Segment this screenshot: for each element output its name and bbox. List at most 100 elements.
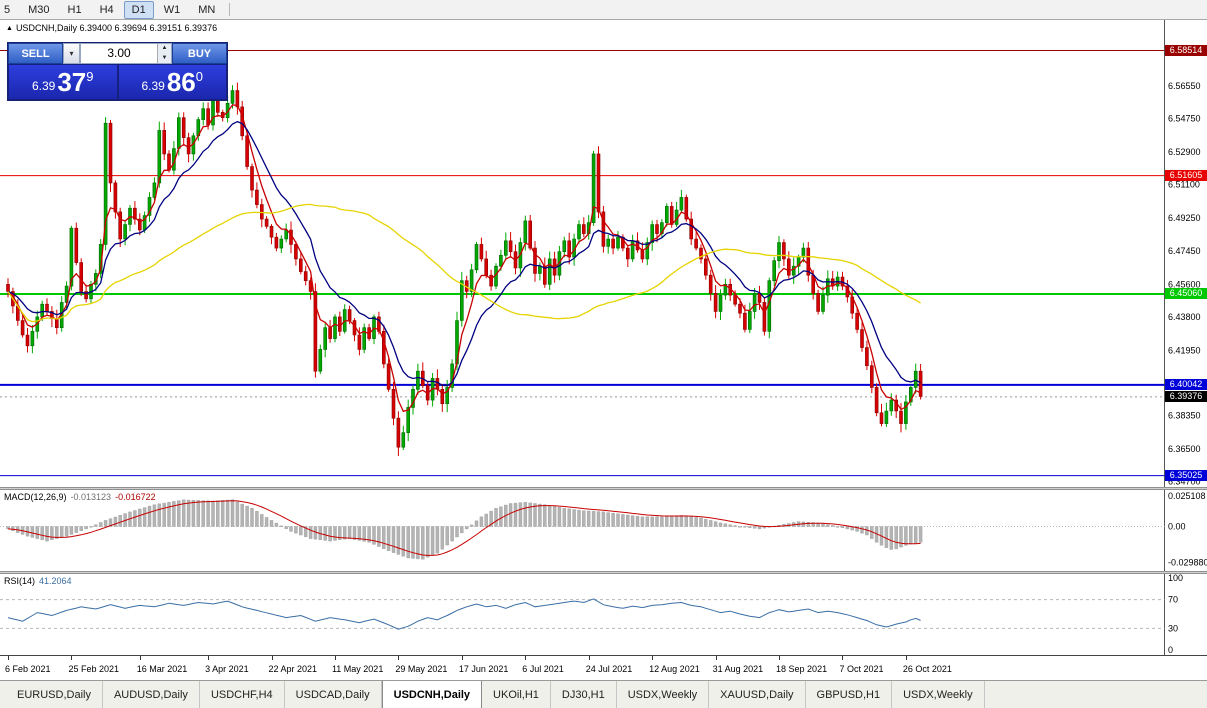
volume-input[interactable]: 3.00 ▲ ▼ xyxy=(80,43,172,64)
svg-text:6.43800: 6.43800 xyxy=(1168,312,1201,322)
level-price-tag: 6.45060 xyxy=(1165,288,1207,299)
date-label: 22 Apr 2021 xyxy=(268,664,318,674)
svg-text:6.56550: 6.56550 xyxy=(1168,81,1201,91)
rsi-name: RSI(14) xyxy=(4,576,36,586)
date-label: 24 Jul 2021 xyxy=(585,664,633,674)
svg-text:30: 30 xyxy=(1168,623,1178,633)
date-label: 17 Jun 2021 xyxy=(458,664,509,674)
svg-text:6.45600: 6.45600 xyxy=(1168,279,1201,289)
chevron-down-icon: ▾ xyxy=(69,49,74,58)
chart-info-line: ▲ USDCNH,Daily 6.39400 6.39694 6.39151 6.… xyxy=(6,23,217,33)
rsi-title: RSI(14) 41.2064 xyxy=(4,576,72,586)
chart-tab-usdx-weekly[interactable]: USDX,Weekly xyxy=(892,681,985,708)
svg-text:6.41950: 6.41950 xyxy=(1168,345,1201,355)
date-tick xyxy=(271,656,273,660)
sell-button[interactable]: SELL xyxy=(8,43,63,64)
level-price-tag: 6.58514 xyxy=(1165,45,1207,56)
svg-text:6.49250: 6.49250 xyxy=(1168,213,1201,223)
sell-price-main: 6.39 xyxy=(31,79,56,93)
rsi-pane: 100 70 30 0 RSI(14) 41.2064 xyxy=(0,574,1207,655)
rsi-value: 41.2064 xyxy=(39,576,72,586)
date-label: 18 Sep 2021 xyxy=(776,664,828,674)
chart-tab-usdx-weekly[interactable]: USDX,Weekly xyxy=(617,681,710,708)
svg-text:70: 70 xyxy=(1168,595,1178,605)
date-label: 16 Mar 2021 xyxy=(136,664,188,674)
date-tick xyxy=(334,656,336,660)
chart-tab-usdcad-daily[interactable]: USDCAD,Daily xyxy=(285,681,382,708)
pane-splitter-rsi[interactable] xyxy=(0,571,1207,574)
timeframe-button-m30[interactable]: M30 xyxy=(28,4,50,16)
date-tick xyxy=(588,656,590,660)
current-price-tag: 6.39376 xyxy=(1165,391,1207,402)
date-tick xyxy=(652,656,654,660)
svg-text:6.52900: 6.52900 xyxy=(1168,147,1201,157)
date-tick xyxy=(71,656,73,660)
chart-tab-dj30-h1[interactable]: DJ30,H1 xyxy=(551,681,617,708)
date-label: 12 Aug 2021 xyxy=(649,664,700,674)
macd-name: MACD(12,26,9) xyxy=(4,492,67,502)
svg-text:6.51100: 6.51100 xyxy=(1168,180,1200,190)
date-label: 29 May 2021 xyxy=(395,664,448,674)
timeframe-button-h4[interactable]: H4 xyxy=(99,4,114,16)
buy-price-sup: 0 xyxy=(195,69,203,84)
buy-price-main: 6.39 xyxy=(141,79,165,93)
timeframe-button-h1[interactable]: H1 xyxy=(67,4,82,16)
date-label: 11 May 2021 xyxy=(331,664,384,674)
date-axis: 6 Feb 2021 25 Feb 2021 16 Mar 2021 3 Apr 20… xyxy=(0,655,1207,680)
timeframe-toolbar: 5 M30 H1 H4 D1 W1 MN xyxy=(0,0,1207,20)
chart-tab-usdcnh-daily[interactable]: USDCNH,Daily xyxy=(381,681,483,708)
chart-tab-usdchf-h4[interactable]: USDCHF,H4 xyxy=(200,681,285,708)
volume-down-button[interactable]: ▼ xyxy=(158,53,171,63)
date-label: 6 Feb 2021 xyxy=(5,664,51,674)
timeframe-button-mn[interactable]: MN xyxy=(198,4,216,16)
timeframe-button-5[interactable]: 5 xyxy=(4,4,11,16)
date-tick xyxy=(779,656,781,660)
timeframe-button-d1[interactable]: D1 xyxy=(123,1,154,19)
svg-text:-0.029880: -0.029880 xyxy=(1168,558,1207,568)
date-tick xyxy=(525,656,527,660)
macd-chart-svg[interactable]: 0.025108 0.00 -0.029880 xyxy=(0,490,1207,571)
macd-title: MACD(12,26,9) -0.013123 -0.016722 xyxy=(4,492,156,502)
buy-price-button[interactable]: 6.39 86 0 xyxy=(117,64,227,100)
chart-tab-ukoil-h1[interactable]: UKOil,H1 xyxy=(482,681,551,708)
chart-tab-bar: EURUSD,Daily AUDUSD,Daily USDCHF,H4 USDCAD,… xyxy=(0,680,1207,708)
date-tick xyxy=(8,656,9,660)
date-tick xyxy=(461,656,463,660)
one-click-trading-panel: SELL ▾ 3.00 ▲ ▼ BUY 6.39 37 9 6.39 86 xyxy=(7,42,228,101)
rsi-chart-svg[interactable]: 100 70 30 0 xyxy=(0,574,1207,655)
pane-splitter-macd[interactable] xyxy=(0,487,1207,490)
svg-text:6.34700: 6.34700 xyxy=(1168,477,1201,487)
date-label: 25 Feb 2021 xyxy=(68,664,119,674)
chart-tab-eurusd-daily[interactable]: EURUSD,Daily xyxy=(6,681,103,708)
price-chart-pane: 6.56550 6.54750 6.52900 6.51100 6.49250 6.474… xyxy=(0,20,1207,487)
volume-value: 3.00 xyxy=(107,46,131,60)
svg-text:6.36500: 6.36500 xyxy=(1168,444,1201,454)
date-label: 3 Apr 2021 xyxy=(205,664,249,674)
svg-text:6.47450: 6.47450 xyxy=(1168,246,1201,256)
volume-up-button[interactable]: ▲ xyxy=(158,44,171,54)
chart-tab-audusd-daily[interactable]: AUDUSD,Daily xyxy=(103,681,200,708)
date-tick xyxy=(715,656,717,660)
chart-tab-xauusd-daily[interactable]: XAUUSD,Daily xyxy=(709,681,806,708)
date-label: 31 Aug 2021 xyxy=(712,664,764,674)
svg-text:6.54750: 6.54750 xyxy=(1168,114,1201,124)
order-type-dropdown[interactable]: ▾ xyxy=(63,43,80,64)
macd-value-main: -0.013123 xyxy=(70,492,112,502)
toolbar-separator xyxy=(229,3,231,16)
level-price-tag: 6.40042 xyxy=(1165,379,1207,390)
date-tick xyxy=(139,656,141,660)
level-price-tag: 6.35025 xyxy=(1165,470,1207,481)
svg-text:6.38350: 6.38350 xyxy=(1168,411,1201,421)
date-tick xyxy=(398,656,400,660)
macd-pane: 0.025108 0.00 -0.029880 MACD(12,26,9) -0.01… xyxy=(0,490,1207,571)
sell-price-button[interactable]: 6.39 37 9 xyxy=(8,64,118,100)
buy-button[interactable]: BUY xyxy=(172,43,227,64)
timeframe-button-w1[interactable]: W1 xyxy=(163,4,181,16)
chart-tab-gbpusd-h1[interactable]: GBPUSD,H1 xyxy=(806,681,893,708)
svg-text:0.025108: 0.025108 xyxy=(1168,491,1206,501)
one-click-controls-row: SELL ▾ 3.00 ▲ ▼ BUY xyxy=(8,43,227,64)
one-click-prices-row: 6.39 37 9 6.39 86 0 xyxy=(8,64,227,100)
chart-ohlc-text: USDCNH,Daily 6.39400 6.39694 6.39151 6.3… xyxy=(15,23,218,33)
date-tick xyxy=(905,656,907,660)
buy-price-pips: 86 xyxy=(166,67,196,97)
